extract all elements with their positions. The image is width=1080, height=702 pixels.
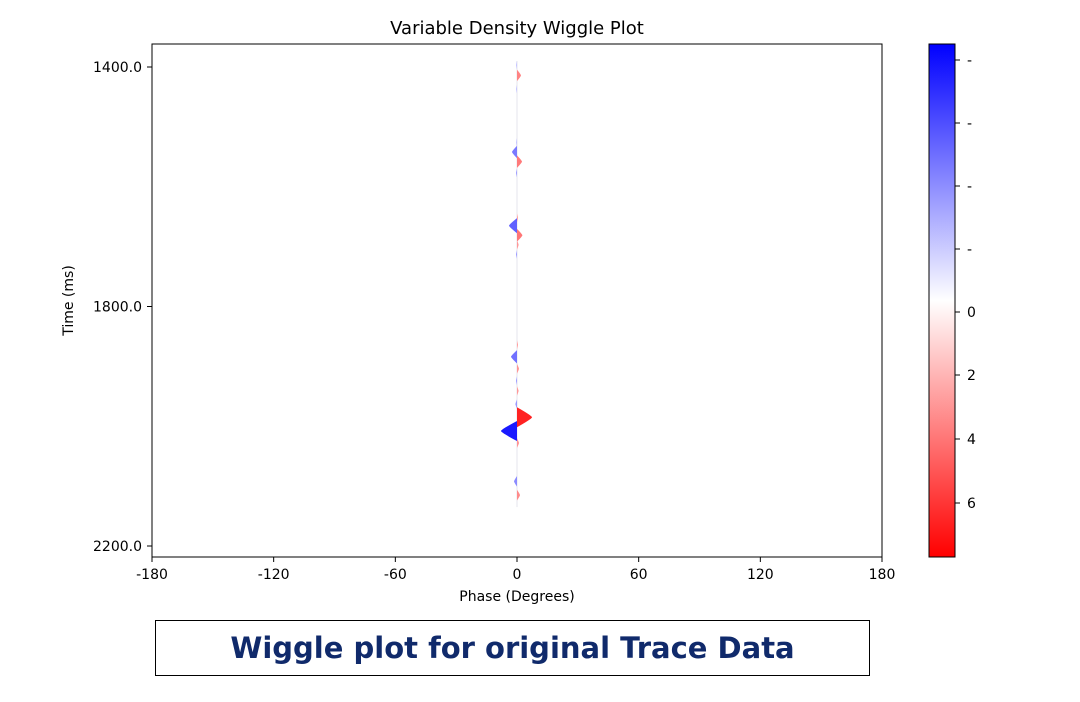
colorbar-tick-label: - [967, 116, 972, 132]
wiggle-lobe [516, 249, 517, 259]
colorbar-tick-label: 6 [967, 496, 976, 512]
colorbar-tick-label: 4 [967, 432, 976, 448]
wiggle-plot: Variable Density Wiggle Plot -180 -120 -60… [61, 18, 976, 605]
wiggle-lobe [517, 363, 519, 374]
wiggle-lobe [517, 213, 518, 223]
x-tick-label: -180 [136, 567, 168, 583]
wiggle-lobe [516, 168, 517, 178]
wiggle-lobe [517, 438, 519, 448]
wiggle-lobe [516, 60, 517, 70]
y-tick-label: 2200.0 [93, 539, 142, 555]
wiggle-lobe [517, 69, 521, 82]
x-tick-label: 120 [747, 567, 774, 583]
colorbar-tick-label: 0 [967, 305, 976, 321]
wiggle-lobe [516, 376, 517, 386]
wiggle-lobe [517, 489, 520, 501]
wiggle-lobe [512, 145, 517, 159]
x-tick-label: 180 [869, 567, 896, 583]
chart-figure: Variable Density Wiggle Plot -180 -120 -60… [61, 18, 976, 605]
chart-title: Variable Density Wiggle Plot [390, 18, 644, 39]
wiggle-lobe [517, 407, 532, 428]
x-tick-label: -60 [384, 567, 407, 583]
y-axis: 1400.0 1800.0 2200.0 [93, 60, 152, 555]
wiggle-lobe [509, 218, 517, 234]
colorbar-tick-label: - [967, 53, 972, 69]
y-tick-label: 1800.0 [93, 300, 142, 316]
x-axis: -180 -120 -60 0 60 120 180 [136, 557, 895, 583]
colorbar-tick-label: 2 [967, 368, 976, 384]
colorbar-tick-label: - [967, 179, 972, 195]
wiggle-lobe [517, 228, 523, 242]
y-axis-label: Time (ms) [61, 265, 77, 337]
wiggle-lobe [516, 84, 517, 94]
caption-text: Wiggle plot for original Trace Data [230, 631, 795, 665]
wiggle-lobe [517, 340, 518, 350]
x-tick-label: -120 [258, 567, 290, 583]
colorbar-tick-label: - [967, 242, 972, 258]
colorbar-ticks: - - - - 0 2 4 6 [955, 53, 976, 512]
wiggle-lobe [517, 386, 519, 396]
wiggle-lobe [516, 138, 517, 147]
colorbar [928, 43, 956, 558]
wiggle-lobe [515, 399, 517, 409]
wiggle-lobe [501, 421, 517, 442]
x-tick-label: 60 [630, 567, 648, 583]
wiggle-lobe [511, 350, 517, 364]
wiggle-lobe [517, 240, 519, 250]
caption-box: Wiggle plot for original Trace Data [155, 620, 870, 676]
wiggle-lobe [514, 475, 517, 487]
y-tick-label: 1400.0 [93, 60, 142, 76]
x-tick-label: 0 [513, 567, 522, 583]
wiggle-lobe [517, 155, 522, 168]
wiggle-layer [501, 60, 532, 508]
x-axis-label: Phase (Degrees) [459, 589, 574, 605]
